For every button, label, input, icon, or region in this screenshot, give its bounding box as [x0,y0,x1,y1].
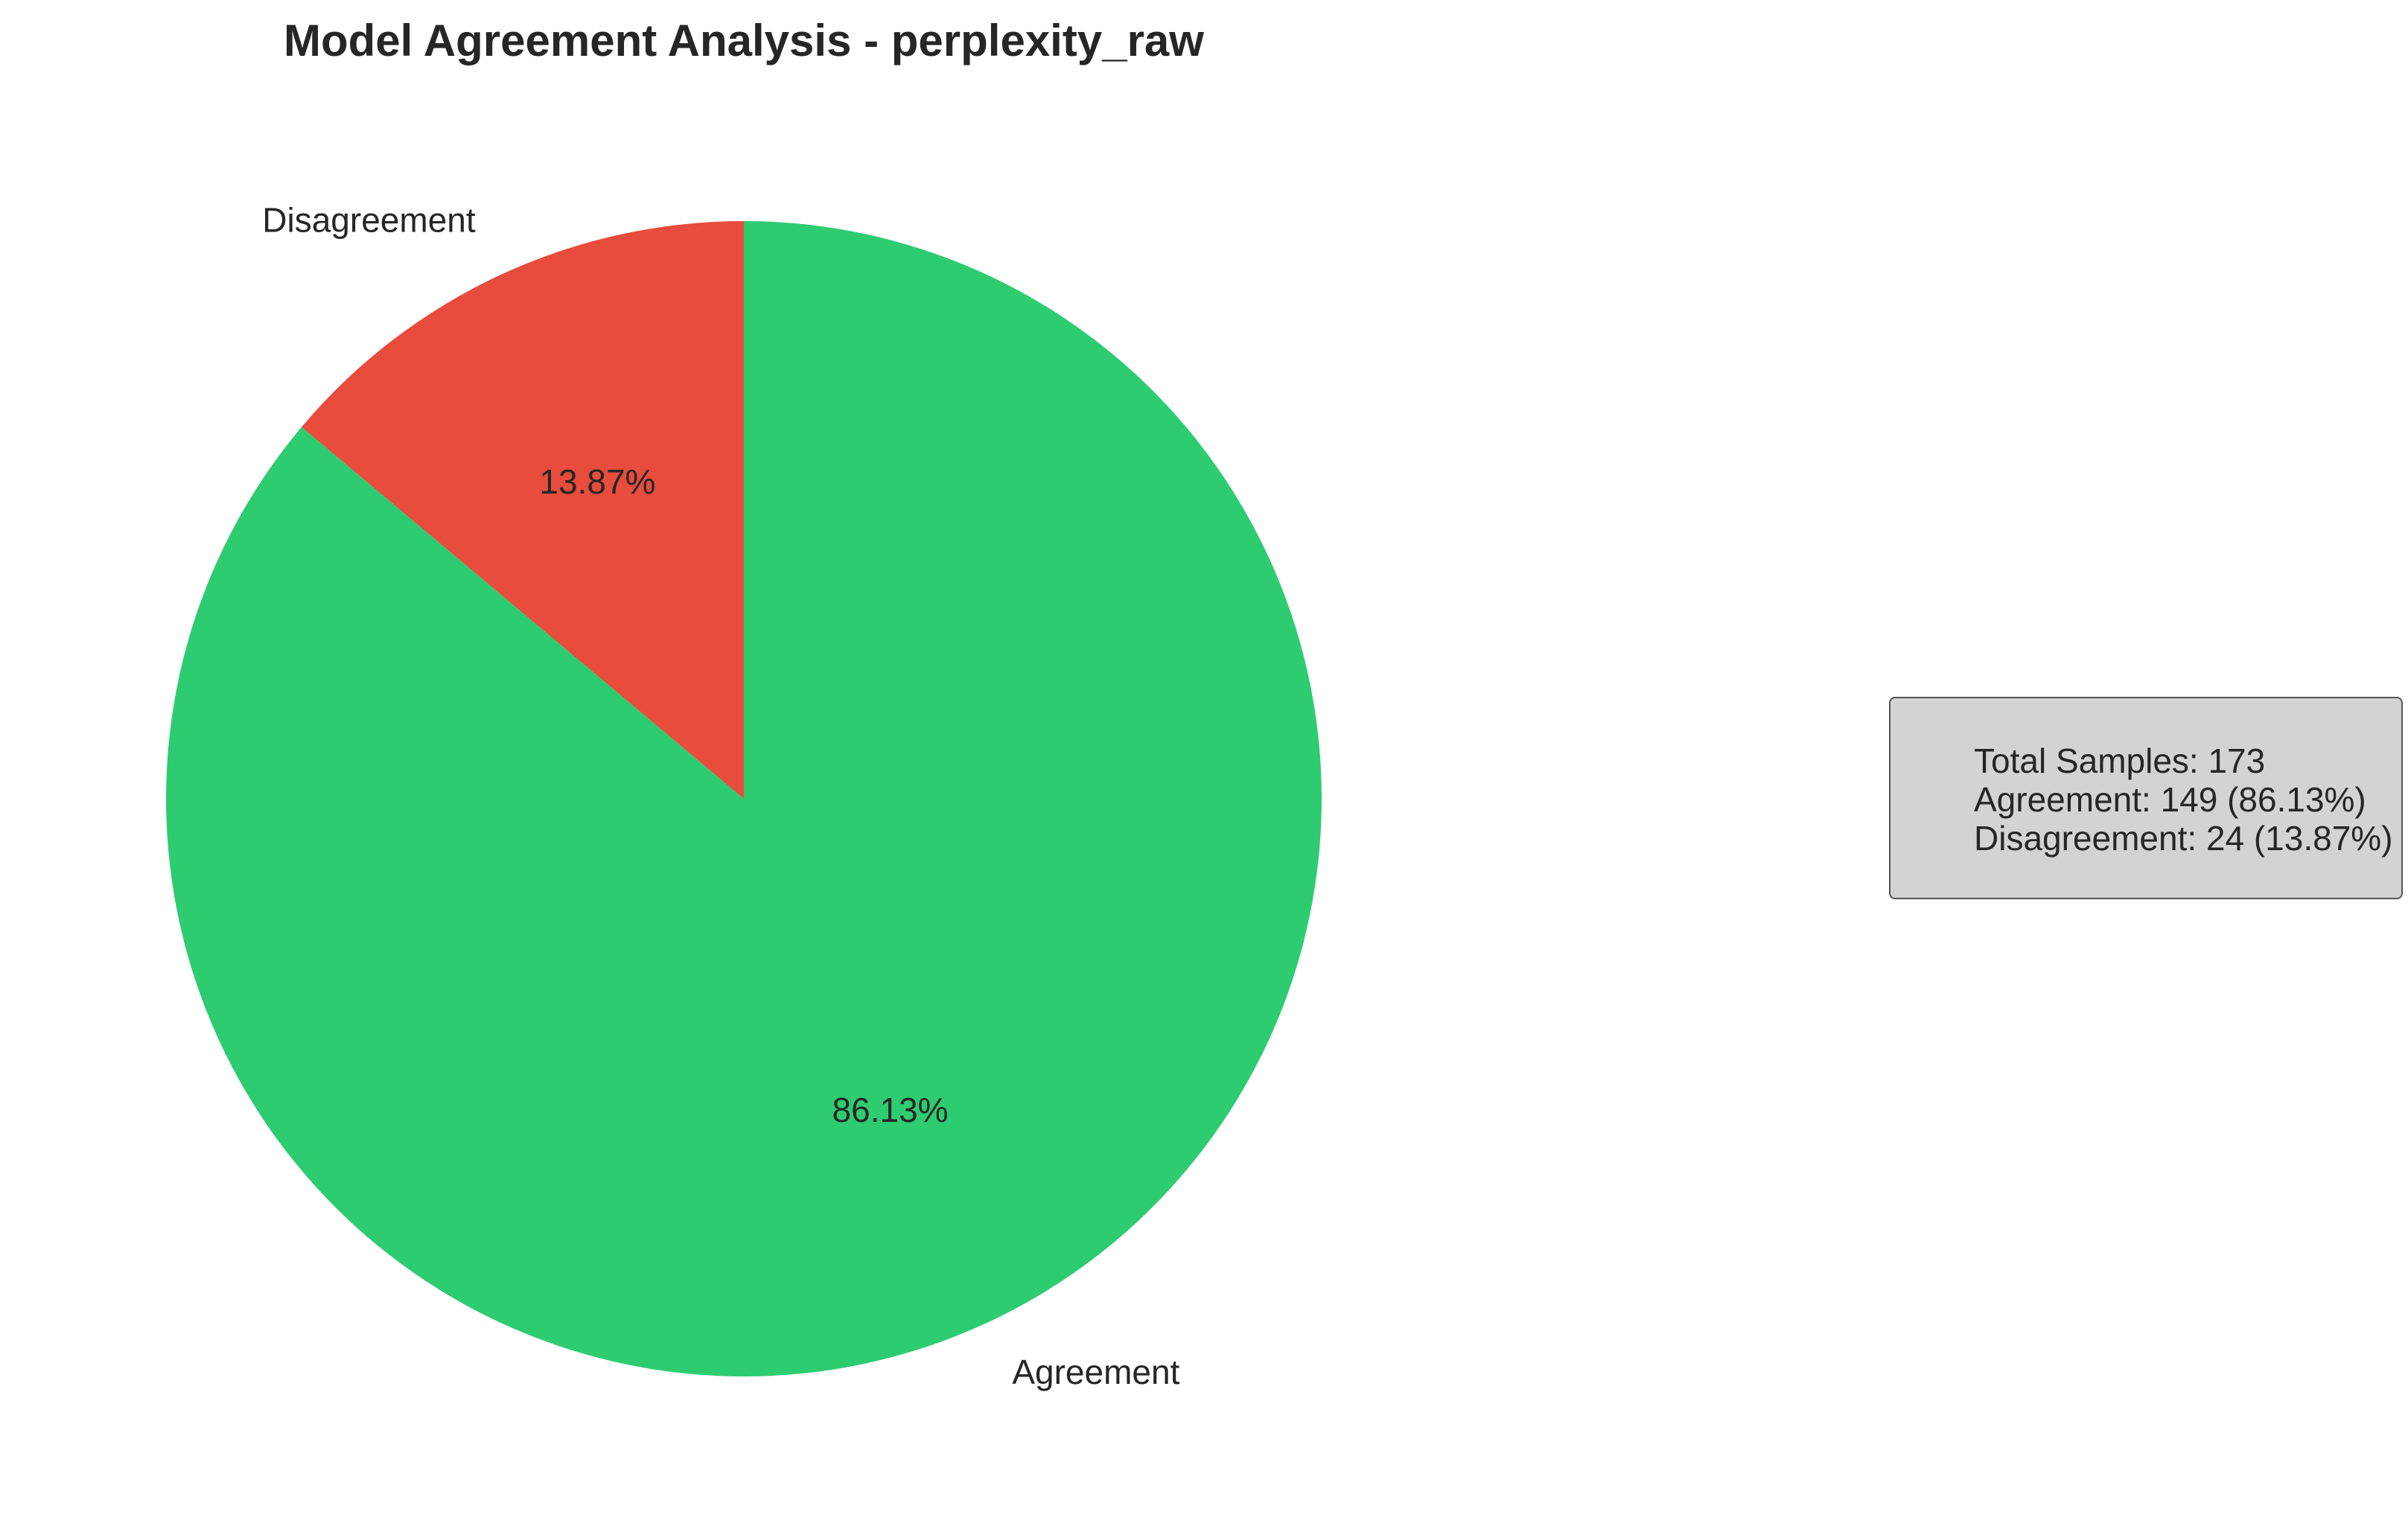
slice-label-agreement: Agreement [1012,1353,1179,1391]
percent-label-agreement: 86.13% [832,1091,949,1129]
chart-title: Model Agreement Analysis - perplexity_ra… [284,16,1204,66]
agreement-stats-text: Agreement: 149 (86.13%) [1974,780,2366,819]
pie-slice-disagreement [302,221,744,799]
pie-slice-agreement [166,221,1322,1376]
disagreement-stats-text: Disagreement: 24 (13.87%) [1974,819,2393,858]
percent-label-disagreement: 13.87% [539,462,655,501]
pie-slices [166,221,1322,1376]
summary-stats-box: Total Samples: 173 Agreement: 149 (86.13… [1889,697,2403,899]
pie-labels: Agreement 86.13% Disagreement 13.87% [262,200,1179,1391]
slice-label-disagreement: Disagreement [262,200,476,239]
total-samples-text: Total Samples: 173 [1974,741,2266,780]
